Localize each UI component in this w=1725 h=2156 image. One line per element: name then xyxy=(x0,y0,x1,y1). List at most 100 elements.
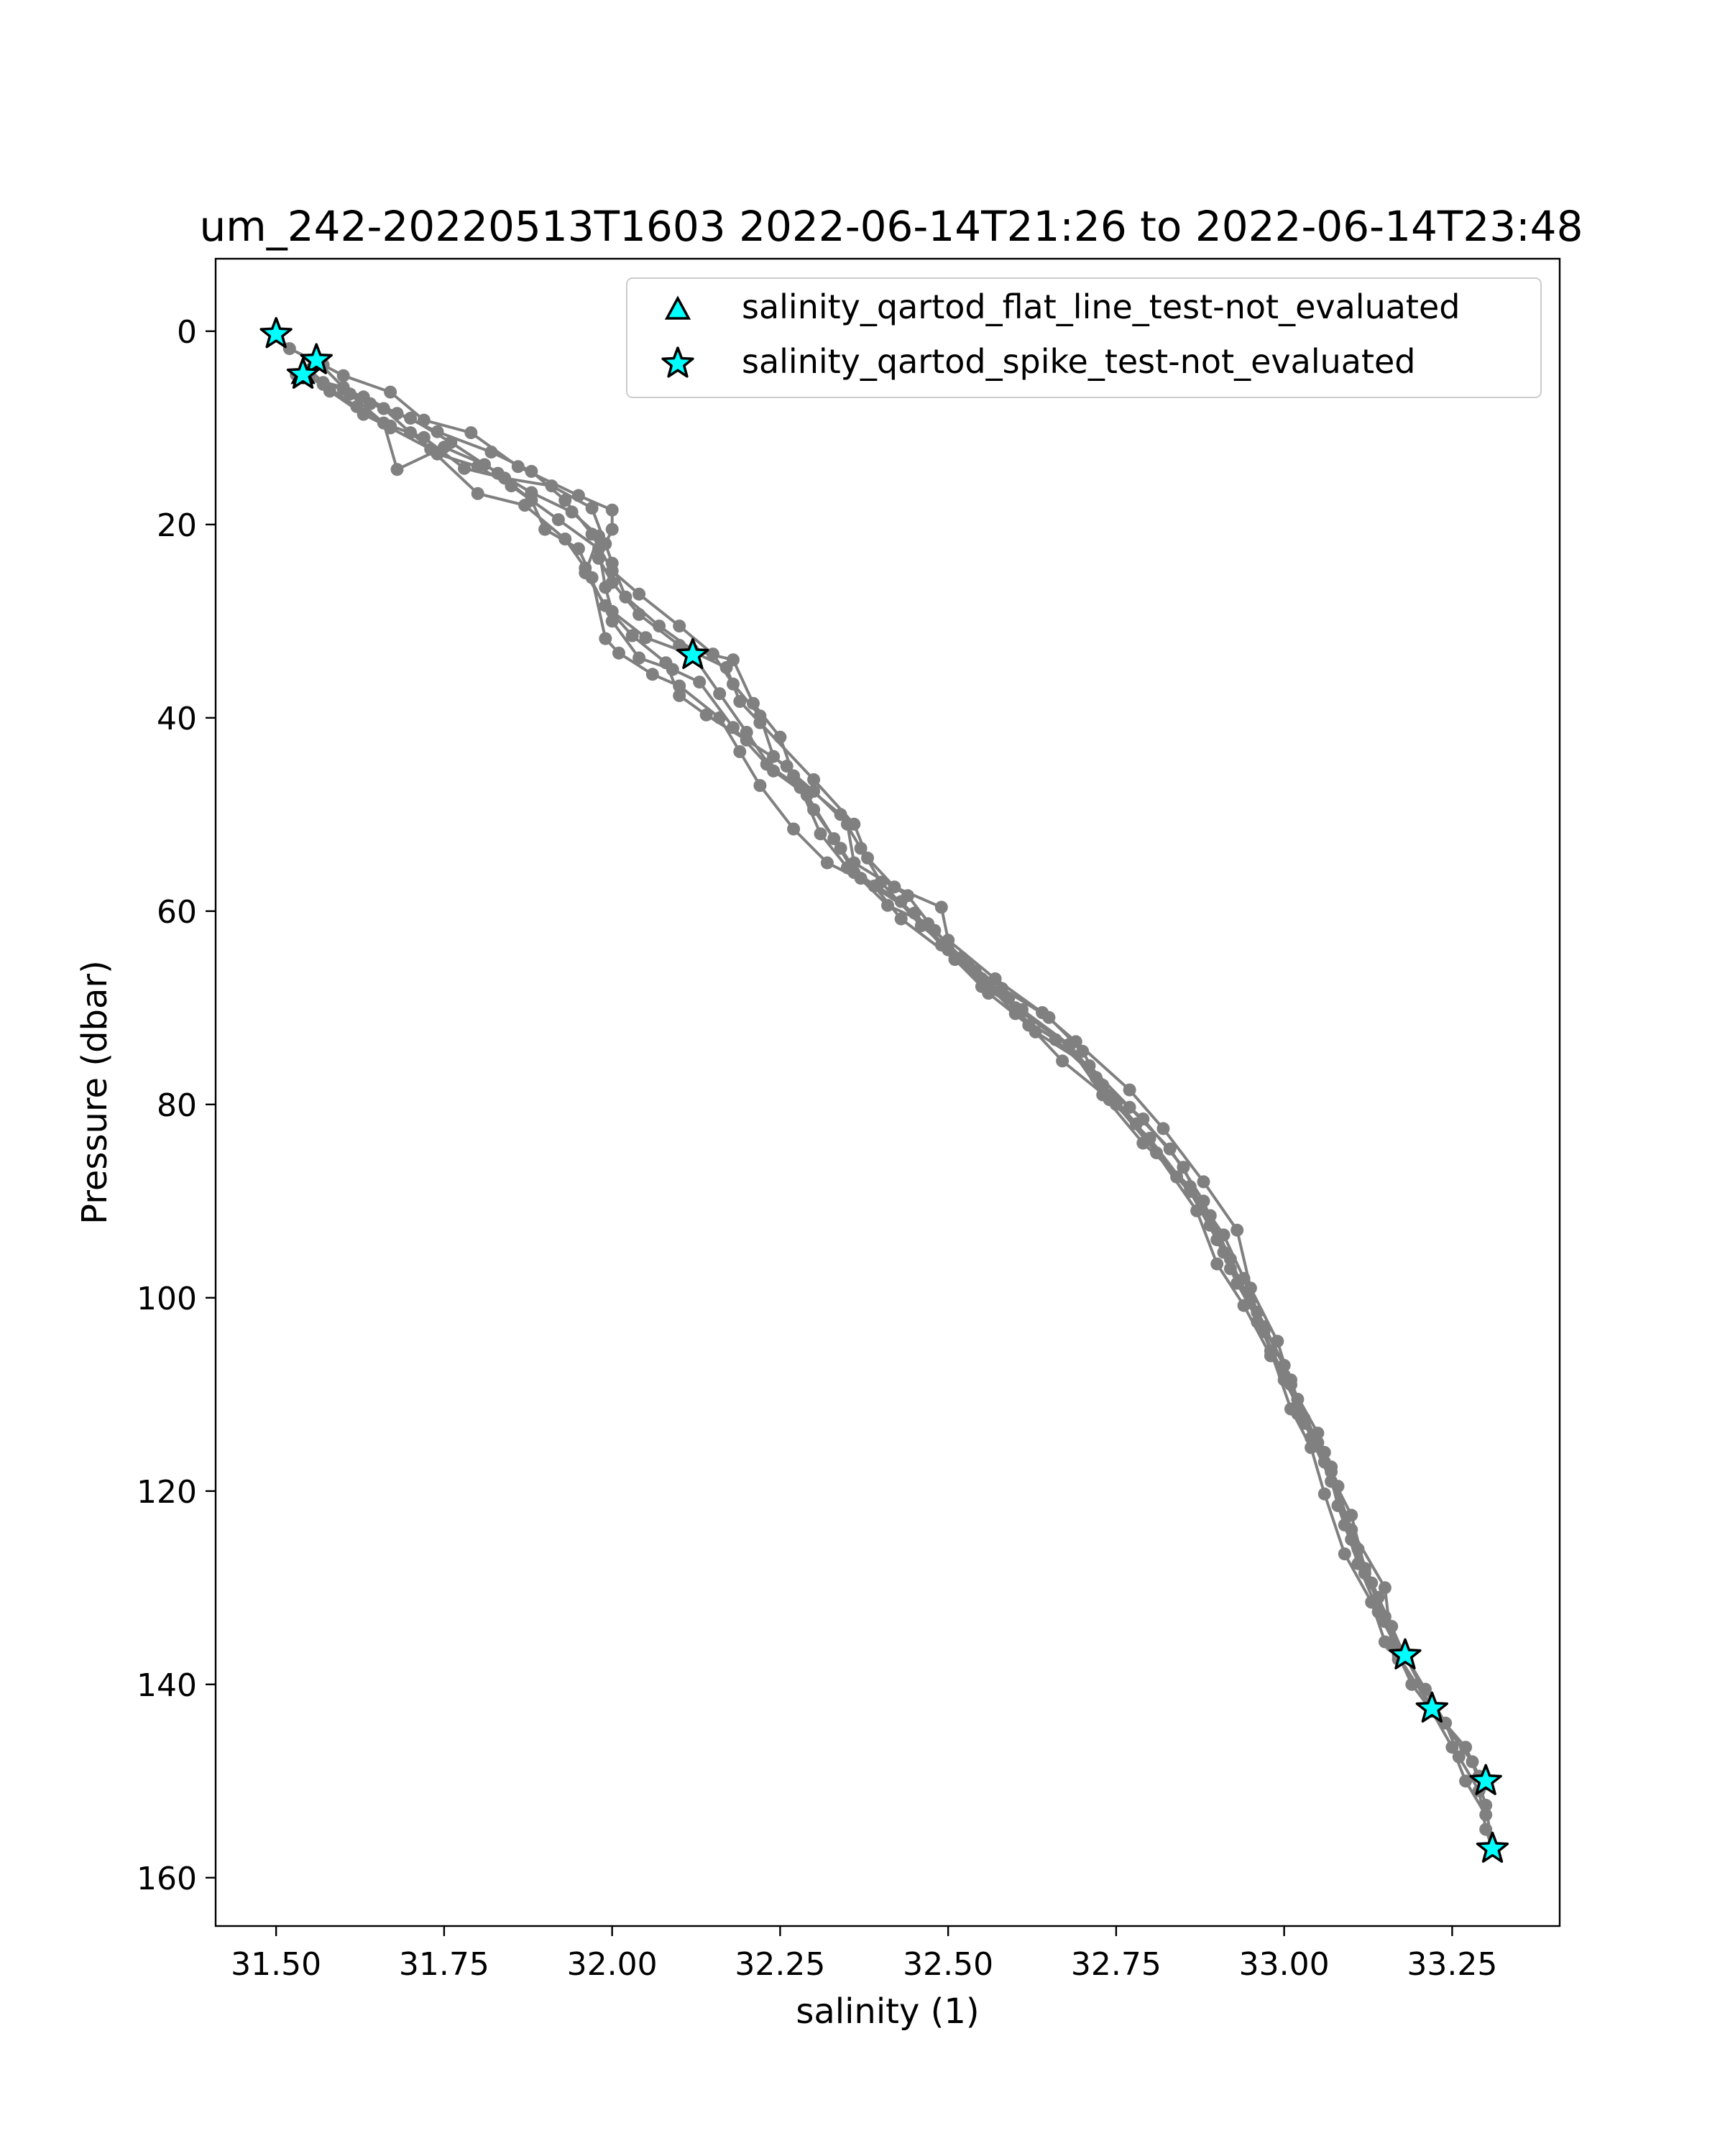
y-axis: 0 20 40 60 80 100 120 140 160 xyxy=(137,314,216,1897)
profile-point xyxy=(471,487,484,500)
profile-point xyxy=(1305,1431,1318,1445)
spike-test-star-marker xyxy=(286,357,320,389)
profile-point xyxy=(673,619,686,633)
legend-label-spike: salinity_qartod_spike_test-not_evaluated xyxy=(742,342,1415,381)
profile-point xyxy=(605,503,619,517)
y-tick-label: 140 xyxy=(137,1667,197,1704)
profile-point xyxy=(1345,1508,1358,1522)
profile-point xyxy=(733,745,747,758)
profile-point xyxy=(632,587,646,601)
profile-point xyxy=(1479,1823,1493,1836)
profile-point xyxy=(1439,1716,1453,1730)
profile-point xyxy=(820,856,834,870)
flag-markers xyxy=(259,317,1509,1863)
profile-point xyxy=(605,522,619,536)
profile-point xyxy=(1156,1122,1170,1135)
profile-point xyxy=(840,861,854,875)
profile-point xyxy=(599,581,612,594)
profile-point xyxy=(1123,1083,1136,1097)
profile-point xyxy=(794,780,807,794)
profile-point xyxy=(579,561,592,575)
profile-point xyxy=(1230,1223,1244,1237)
profile-point xyxy=(773,730,787,744)
profile-point xyxy=(1351,1542,1365,1556)
profile-point xyxy=(1371,1590,1385,1604)
profile-point xyxy=(639,631,653,645)
profile-point xyxy=(612,646,625,660)
profile-point xyxy=(653,619,666,633)
profile-point xyxy=(1076,1044,1090,1058)
profile-point xyxy=(1338,1547,1351,1561)
profile-point xyxy=(807,773,821,786)
profile-point xyxy=(1170,1170,1184,1184)
profile-point xyxy=(834,808,847,821)
profile-point xyxy=(1237,1299,1251,1312)
profile-point xyxy=(753,779,767,792)
y-tick-label: 60 xyxy=(157,894,197,931)
profile-point xyxy=(1317,1487,1331,1501)
x-tick-label: 32.00 xyxy=(567,1946,658,1983)
profile-point xyxy=(894,912,908,926)
profile-point xyxy=(1177,1161,1190,1174)
profile-point xyxy=(565,505,579,519)
profile-point xyxy=(558,494,572,507)
profile-point xyxy=(645,668,659,681)
profile-point xyxy=(1096,1088,1110,1102)
profile-point xyxy=(336,369,350,382)
profile-point xyxy=(390,463,404,476)
profile-point xyxy=(1042,1010,1056,1024)
legend: salinity_qartod_flat_line_test-not_evalu… xyxy=(626,277,1542,398)
profile-line-4 xyxy=(302,376,1407,1658)
profile-point xyxy=(599,632,612,645)
x-tick-label: 31.75 xyxy=(399,1946,489,1983)
profile-point xyxy=(1197,1175,1210,1189)
spike-test-star-marker xyxy=(676,637,709,669)
profile-point xyxy=(914,919,928,932)
profile-point xyxy=(1325,1475,1338,1488)
profile-point xyxy=(599,537,612,550)
chart-title: um_242-20220513T1603 2022-06-14T21:26 to… xyxy=(200,202,1583,251)
legend-star-marker xyxy=(661,346,694,378)
profile-point xyxy=(1136,1136,1150,1150)
profile-point xyxy=(727,653,740,667)
profile-point xyxy=(673,679,686,693)
y-tick-label: 100 xyxy=(137,1281,197,1317)
profile-line-0 xyxy=(275,333,1494,1849)
profile-point xyxy=(1210,1257,1224,1271)
profile-point xyxy=(727,721,740,734)
profile-line-1 xyxy=(308,369,1487,1785)
profile-point xyxy=(464,426,478,440)
profile-point xyxy=(1405,1677,1419,1691)
profile-point xyxy=(458,461,471,475)
profile-point xyxy=(551,513,565,527)
y-tick-label: 120 xyxy=(137,1474,197,1511)
profile-point xyxy=(787,822,801,836)
profile-point xyxy=(814,827,827,841)
profile-point xyxy=(558,533,572,545)
x-tick-label: 33.00 xyxy=(1239,1946,1330,1983)
profile-point xyxy=(894,895,908,908)
profile-point xyxy=(525,464,538,478)
profile-point xyxy=(1378,1581,1392,1595)
legend-triangle-icon xyxy=(664,295,691,320)
spike-test-star-marker xyxy=(259,317,293,349)
x-tick-label: 32.50 xyxy=(903,1946,993,1983)
profile-point xyxy=(1237,1271,1251,1285)
x-tick-label: 32.75 xyxy=(1071,1946,1162,1983)
y-tick-label: 0 xyxy=(177,314,197,351)
profile-point xyxy=(356,407,370,421)
profile-point xyxy=(384,421,397,435)
profile-point xyxy=(484,446,498,459)
plot-frame xyxy=(214,257,1561,1927)
profile-point xyxy=(404,411,418,425)
y-tick-label: 160 xyxy=(137,1861,197,1897)
spike-test-star-marker xyxy=(1389,1638,1422,1669)
profile-line-6 xyxy=(308,373,1487,1816)
legend-label-flat-line: salinity_qartod_flat_line_test-not_evalu… xyxy=(742,287,1460,326)
profile-point xyxy=(1459,1774,1473,1788)
profile-point xyxy=(1378,1635,1392,1649)
profile-point xyxy=(1257,1320,1271,1334)
spike-test-star-marker xyxy=(300,343,333,374)
x-axis-label: salinity (1) xyxy=(796,1991,979,2032)
profile-line-5 xyxy=(322,383,1494,1850)
